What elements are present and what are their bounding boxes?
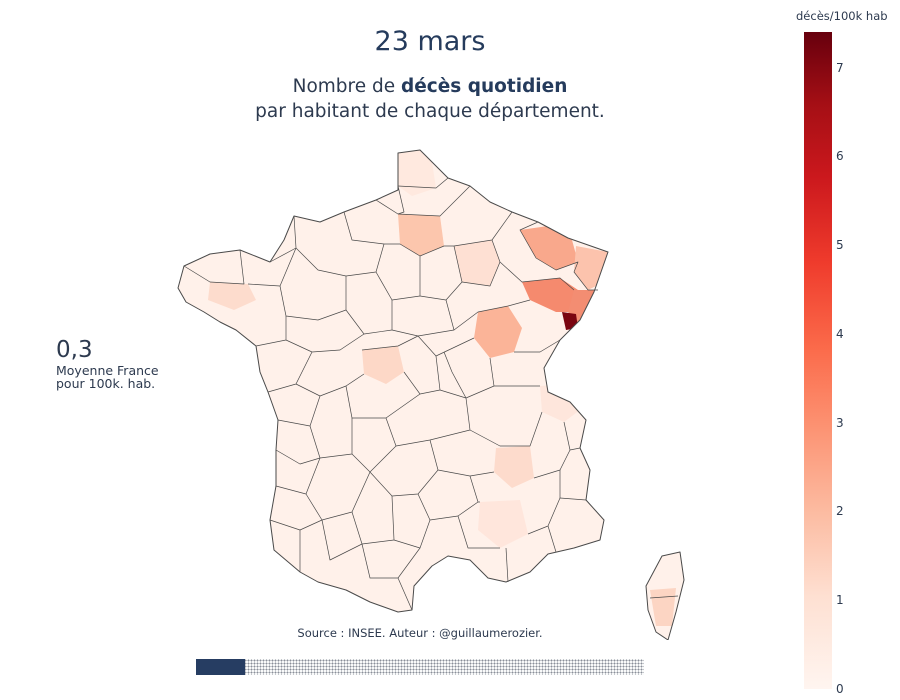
map-title: 23 mars xyxy=(374,26,486,57)
department-fills xyxy=(160,140,700,640)
subtitle-prefix: Nombre de xyxy=(292,76,401,97)
subtitle-bold: décès quotidien xyxy=(401,76,568,97)
department-oise[interactable] xyxy=(398,214,444,256)
colorbar-gradient xyxy=(804,32,832,689)
department-morbihan[interactable] xyxy=(208,282,256,310)
subtitle-line2: par habitant de chaque département. xyxy=(255,101,605,122)
department-nord[interactable] xyxy=(398,150,436,196)
department-drome[interactable] xyxy=(478,500,528,548)
france-department-map[interactable] xyxy=(160,140,700,640)
colorbar-tick-label: 4 xyxy=(836,326,844,341)
colorbar-tick-label: 6 xyxy=(836,149,844,164)
colorbar-tick-label: 7 xyxy=(836,60,844,75)
slider-fill[interactable] xyxy=(196,659,245,675)
map-subtitle: Nombre de décès quotidien par habitant d… xyxy=(0,74,860,124)
department-moselle[interactable] xyxy=(520,226,578,270)
average-value: 0,3 xyxy=(56,337,93,363)
department-cher[interactable] xyxy=(362,346,404,384)
department-borders xyxy=(177,149,685,640)
department-marne[interactable] xyxy=(454,240,500,286)
colorbar-tick-label: 5 xyxy=(836,238,844,253)
department-vosges[interactable] xyxy=(522,278,580,312)
colorbar-tick-label: 2 xyxy=(836,504,844,519)
department-cote-d-or[interactable] xyxy=(474,306,522,358)
average-label-line1: Moyenne France xyxy=(56,363,159,378)
average-annotation: 0,3 Moyenne France pour 100k. hab. xyxy=(56,336,159,390)
colorbar-title: décès/100k hab xyxy=(796,9,888,23)
colorbar-tick-label: 0 xyxy=(836,682,844,696)
department-isere[interactable] xyxy=(494,446,534,488)
average-label-line2: pour 100k. hab. xyxy=(56,376,156,391)
colorbar-tick-label: 1 xyxy=(836,593,844,608)
colorbar-tick-label: 3 xyxy=(836,415,844,430)
slider-track[interactable] xyxy=(196,659,644,675)
animation-slider[interactable] xyxy=(196,659,644,675)
source-note: Source : INSEE. Auteur : @guillaumerozie… xyxy=(297,626,543,640)
department-base[interactable] xyxy=(160,140,700,640)
